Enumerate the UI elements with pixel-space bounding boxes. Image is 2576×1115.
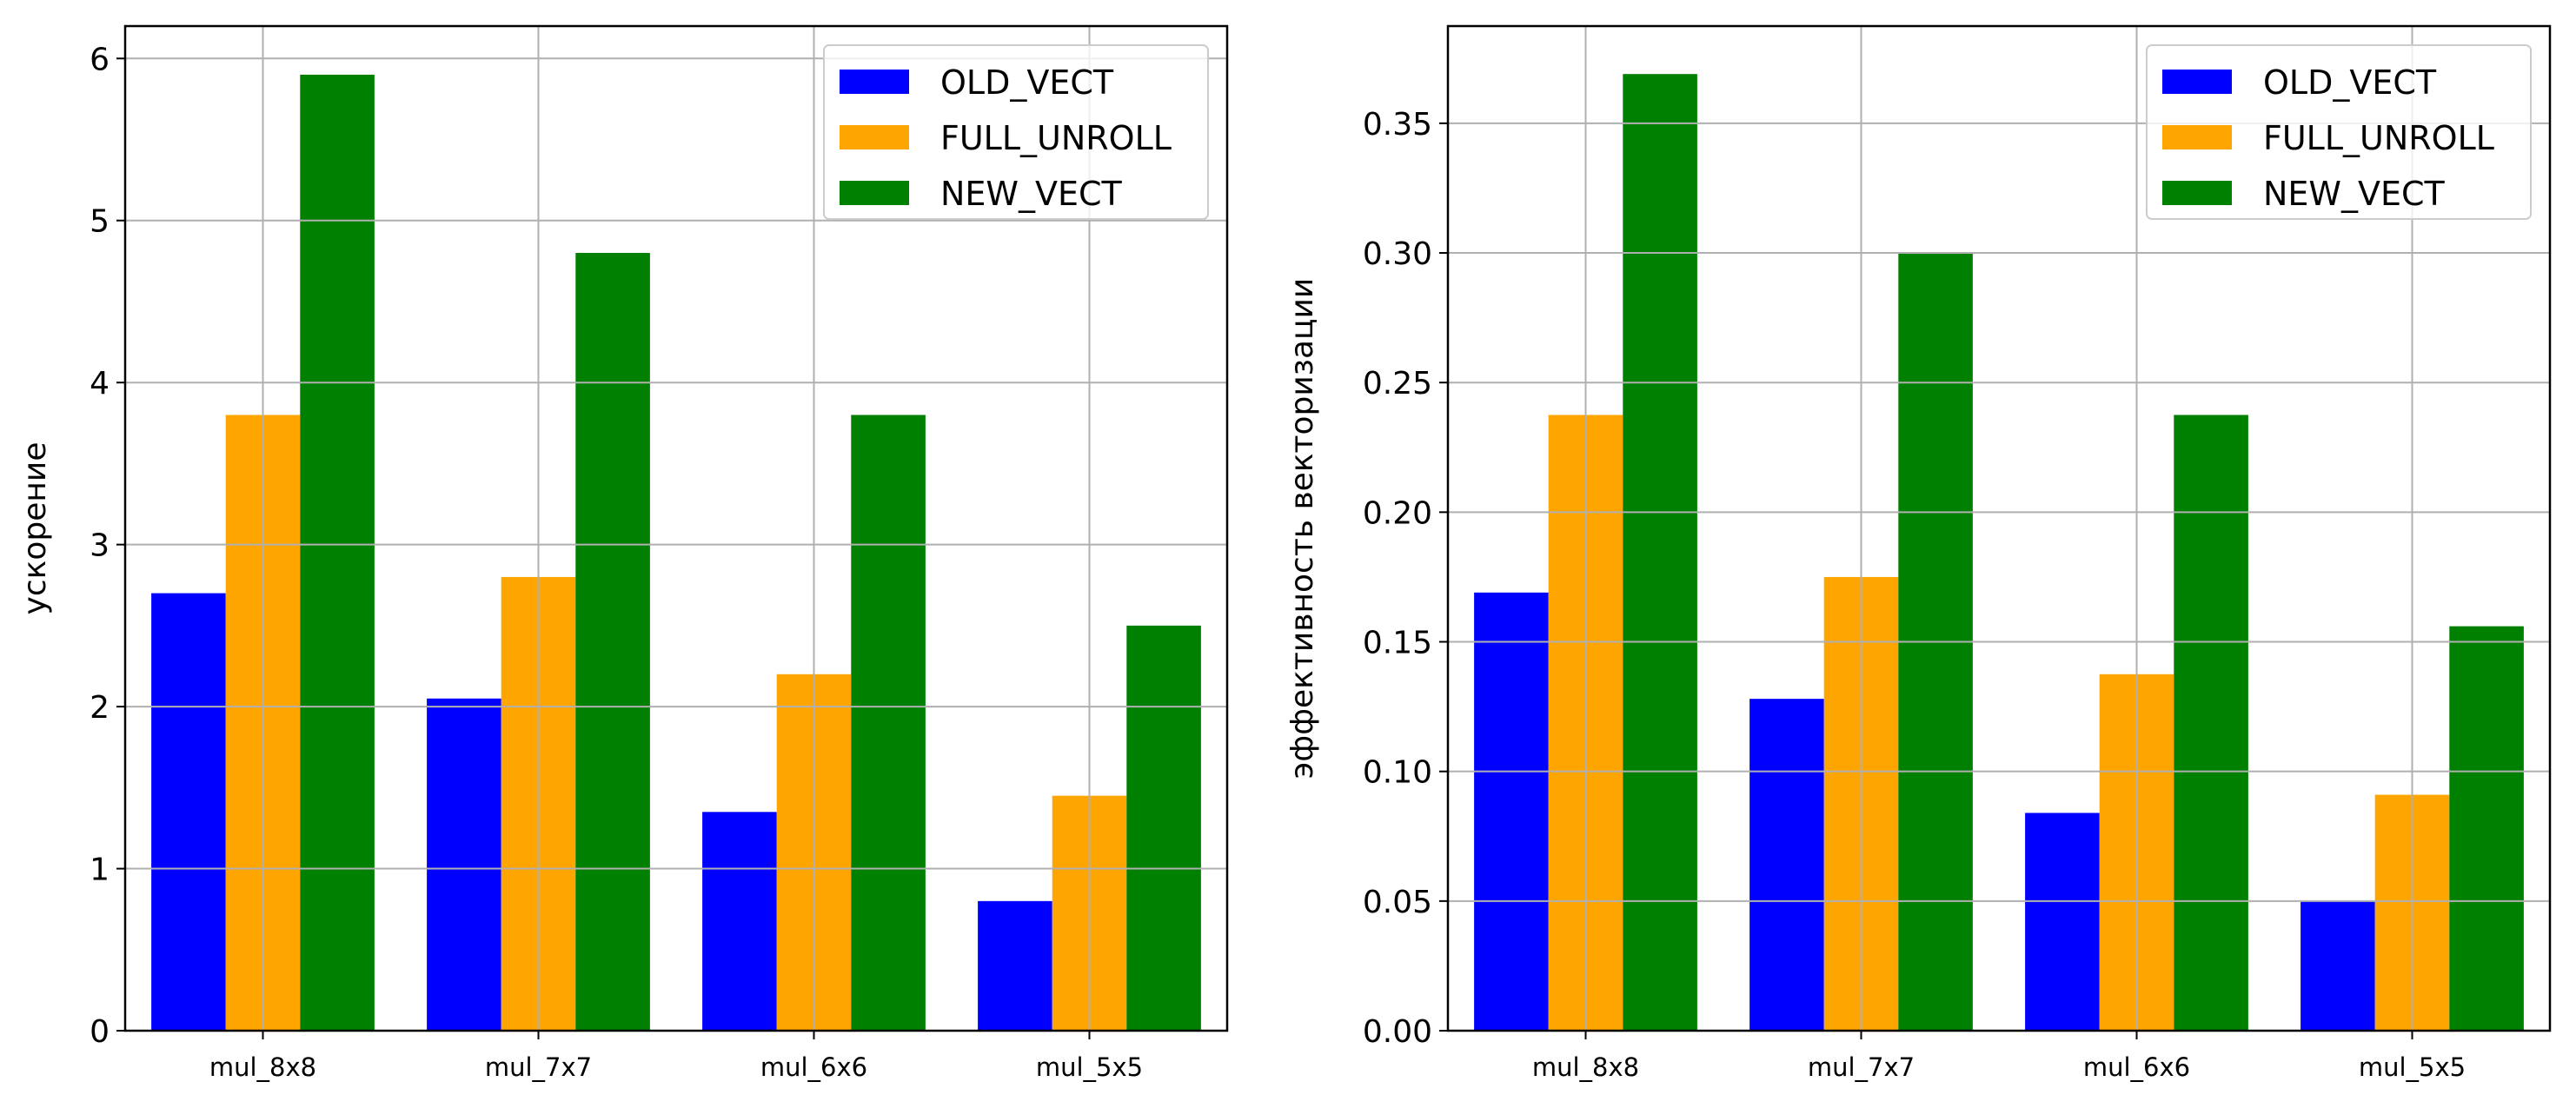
x-tick-label: mul_6x6 bbox=[760, 1052, 867, 1082]
y-axis-label: ускорение bbox=[17, 442, 53, 615]
x-tick-label: mul_6x6 bbox=[2083, 1052, 2190, 1082]
bar-new-vect-mul_6x6 bbox=[851, 415, 926, 1032]
legend-swatch-old-vect bbox=[840, 70, 909, 94]
bar-old-vect-mul_6x6 bbox=[702, 812, 777, 1031]
bar-old-vect-mul_5x5 bbox=[2300, 900, 2375, 1031]
y-tick-label: 0.10 bbox=[1363, 755, 1432, 791]
bar-old-vect-mul_5x5 bbox=[978, 900, 1052, 1031]
bar-old-vect-mul_8x8 bbox=[1474, 592, 1549, 1031]
y-tick-label: 0 bbox=[90, 1014, 110, 1050]
x-tick-label: mul_7x7 bbox=[485, 1052, 592, 1082]
plot-frame bbox=[123, 24, 1229, 1032]
legend-swatch-full-unroll bbox=[840, 125, 909, 149]
y-tick-label: 2 bbox=[90, 690, 110, 726]
bar-old-vect-mul_6x6 bbox=[2025, 813, 2100, 1031]
legend-swatch-full-unroll bbox=[2162, 125, 2232, 149]
legend-label-full-unroll: FULL_UNROLL bbox=[2263, 119, 2494, 157]
y-tick-label: 0.15 bbox=[1363, 626, 1432, 661]
bar-new-vect-mul_7x7 bbox=[575, 253, 650, 1031]
y-tick-label: 3 bbox=[90, 528, 110, 564]
legend-label-old-vect: OLD_VECT bbox=[940, 63, 1114, 102]
plot-frame bbox=[1446, 24, 2552, 1032]
y-tick-label: 6 bbox=[90, 42, 110, 77]
x-tick-label: mul_5x5 bbox=[2359, 1052, 2466, 1082]
legend-swatch-new-vect bbox=[840, 181, 909, 205]
legend-label-old-vect: OLD_VECT bbox=[2263, 63, 2437, 102]
legend: OLD_VECT FULL_UNROLL NEW_VECT bbox=[2146, 44, 2532, 220]
bar-old-vect-mul_7x7 bbox=[427, 698, 501, 1031]
legend-label-full-unroll: FULL_UNROLL bbox=[940, 119, 1172, 157]
bar-new-vect-mul_8x8 bbox=[1623, 74, 1697, 1032]
legend-label-new-vect: NEW_VECT bbox=[2263, 175, 2446, 213]
y-tick-label: 0.30 bbox=[1363, 236, 1432, 272]
chart-panel-1: 0 1 2 3 4 5 6 mul_8x8 mul_7x7 mul_6x6 mul_5x5 ускор… bbox=[17, 24, 1229, 1082]
legend-label-new-vect: NEW_VECT bbox=[940, 175, 1123, 213]
y-tick-label: 5 bbox=[90, 204, 110, 240]
y-tick-label: 0.25 bbox=[1363, 366, 1432, 402]
chart-panel-2: 0.00 0.05 0.10 0.15 0.20 0.25 0.30 0.35 mul_8x8 m… bbox=[1285, 24, 2552, 1082]
y-tick-label: 0.05 bbox=[1363, 885, 1432, 920]
bar-old-vect-mul_8x8 bbox=[151, 593, 226, 1031]
bar-new-vect-mul_6x6 bbox=[2174, 415, 2248, 1032]
y-tick-label: 0.35 bbox=[1363, 107, 1432, 143]
bar-new-vect-mul_5x5 bbox=[1126, 625, 1201, 1031]
legend: OLD_VECT FULL_UNROLL NEW_VECT bbox=[823, 44, 1209, 220]
legend-swatch-old-vect bbox=[2162, 70, 2232, 94]
y-tick-label: 4 bbox=[90, 366, 110, 402]
bar-old-vect-mul_7x7 bbox=[1749, 699, 1824, 1031]
y-tick-label: 0.20 bbox=[1363, 495, 1432, 531]
legend-box bbox=[2146, 44, 2532, 220]
bar-new-vect-mul_5x5 bbox=[2449, 626, 2524, 1031]
legend-box bbox=[823, 44, 1209, 220]
x-tick-label: mul_8x8 bbox=[1532, 1052, 1639, 1082]
x-tick-label: mul_7x7 bbox=[1808, 1052, 1915, 1082]
legend-swatch-new-vect bbox=[2162, 181, 2232, 205]
y-axis-label: эффективность векторизации bbox=[1285, 278, 1320, 780]
y-tick-label: 0.00 bbox=[1363, 1014, 1432, 1050]
x-tick-label: mul_5x5 bbox=[1036, 1052, 1143, 1082]
x-tick-label: mul_8x8 bbox=[209, 1052, 316, 1082]
y-tick-label: 1 bbox=[90, 853, 110, 888]
bar-new-vect-mul_8x8 bbox=[300, 74, 375, 1032]
